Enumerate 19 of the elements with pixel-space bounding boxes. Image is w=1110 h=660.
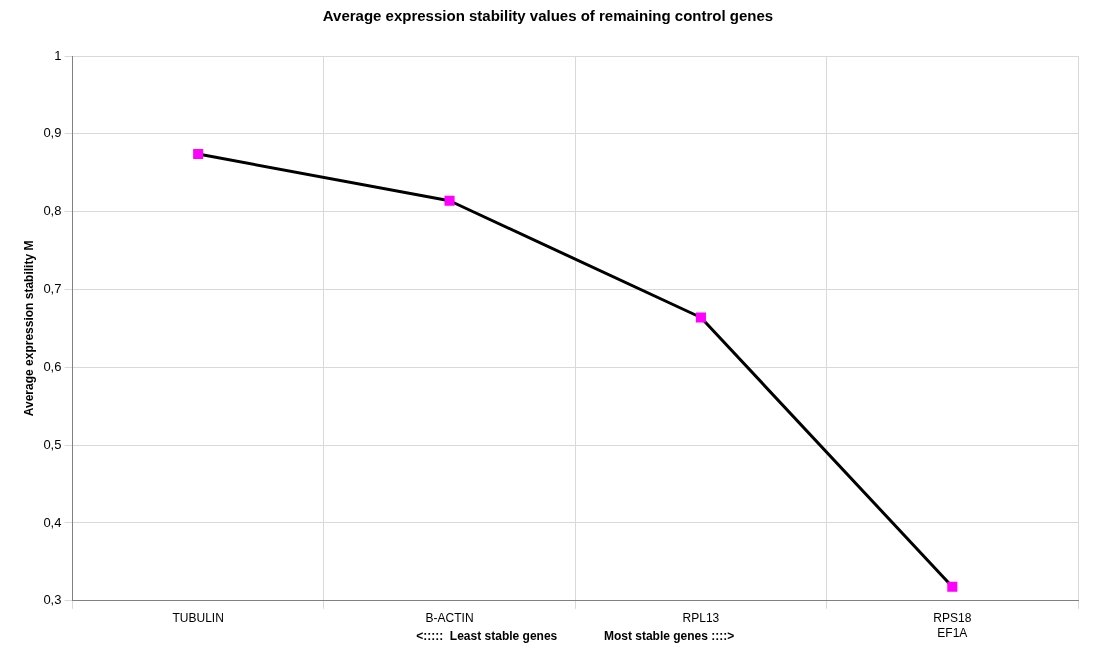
x-tick-label: B-ACTIN [425,611,474,626]
y-tick-label: 0,3 [43,592,62,608]
point [444,195,455,206]
point [193,149,204,160]
y-tick-label: 0,9 [43,125,62,141]
y-tick-label: 0,4 [43,514,62,530]
y-tick-label: 0,5 [43,436,62,452]
y-tick-label: 0,7 [43,281,62,297]
point [695,312,706,323]
chart-title: Average expression stability values of remaining control genes [322,7,774,25]
y-tick-label: 0,8 [43,203,62,219]
y-tick-label: 1 [54,47,62,63]
x-axis-title: <::::: Least stable genes Most stable genes ::::> [416,629,735,644]
x-tick-label: RPS18 EF1A [933,611,972,640]
x-tick-label: TUBULIN [172,611,224,626]
y-axis-title: Average expression stability M [21,240,36,417]
point [947,581,958,592]
x-tick-label: RPL13 [682,611,720,626]
y-tick-label: 0,6 [43,358,62,374]
